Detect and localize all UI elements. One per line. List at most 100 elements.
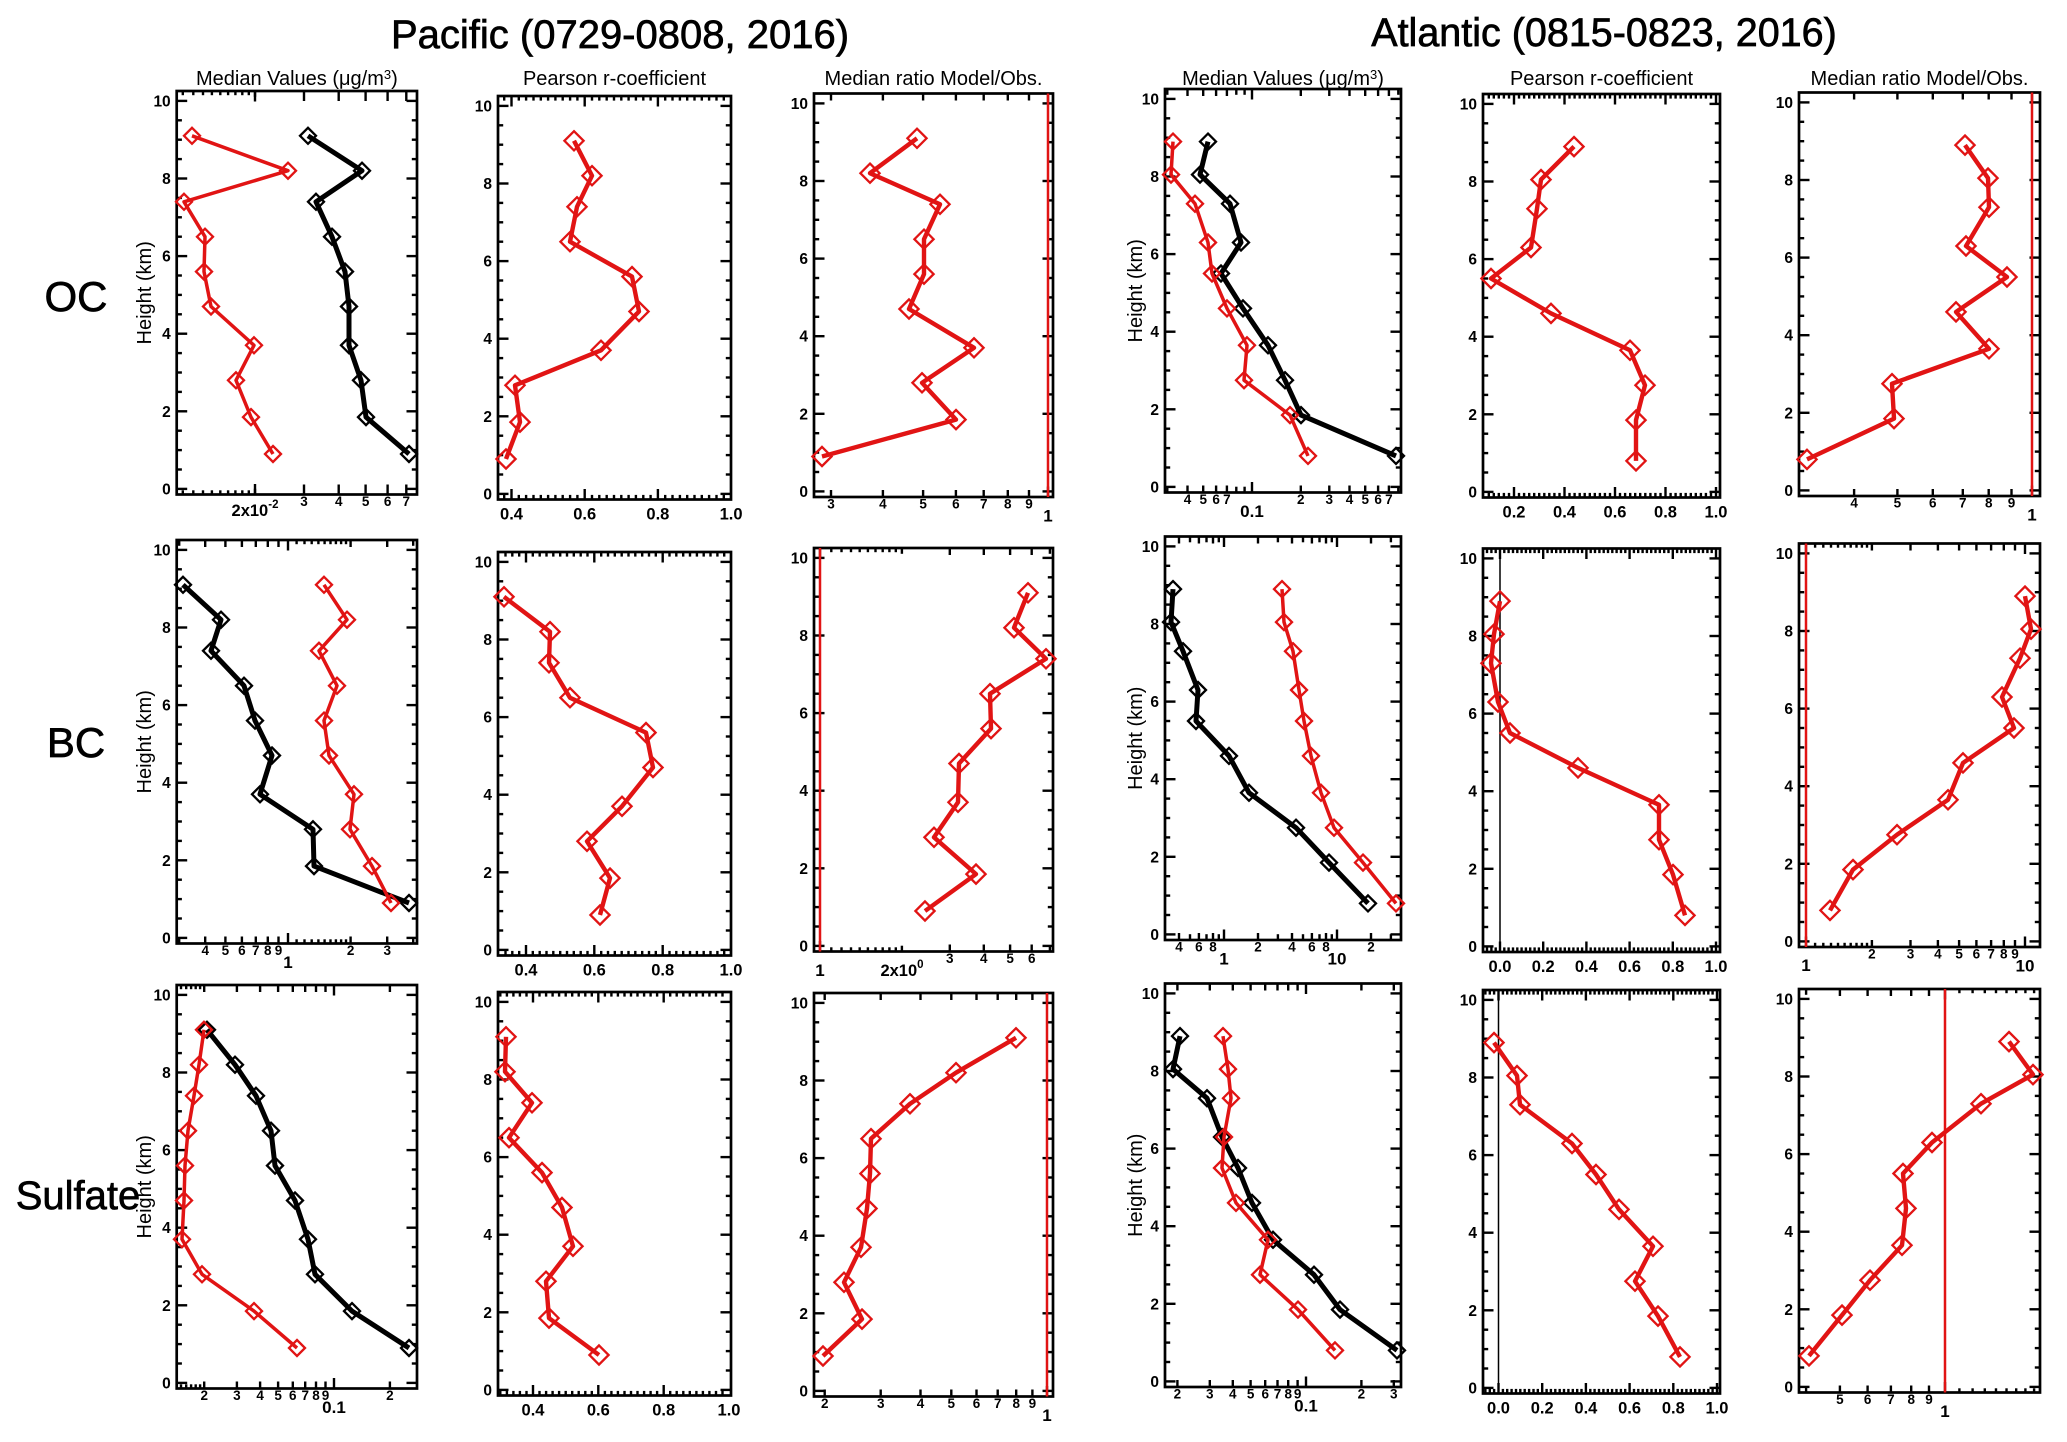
svg-text:6: 6 [799, 1151, 808, 1168]
svg-text:2: 2 [1468, 1303, 1477, 1320]
svg-text:9: 9 [1294, 1387, 1302, 1402]
svg-text:3: 3 [233, 1388, 241, 1403]
svg-text:0.1: 0.1 [1294, 1397, 1318, 1416]
svg-text:5: 5 [1199, 492, 1207, 507]
svg-text:6: 6 [1308, 940, 1316, 955]
svg-text:4: 4 [483, 1227, 492, 1244]
svg-text:6: 6 [1150, 1141, 1159, 1158]
svg-text:5: 5 [1361, 492, 1369, 507]
svg-text:Atlantic (0815-0823, 2016): Atlantic (0815-0823, 2016) [1371, 11, 1837, 55]
svg-text:8: 8 [1322, 940, 1330, 955]
svg-text:3: 3 [877, 1396, 885, 1411]
svg-text:7: 7 [1274, 1387, 1282, 1402]
svg-text:6: 6 [1468, 1148, 1477, 1165]
svg-text:8: 8 [483, 176, 492, 193]
svg-text:6: 6 [483, 1150, 492, 1167]
svg-text:4: 4 [1288, 940, 1296, 955]
svg-text:6: 6 [1864, 1392, 1872, 1407]
svg-text:6: 6 [1929, 496, 1937, 511]
svg-text:9: 9 [2008, 496, 2016, 511]
svg-text:4: 4 [879, 497, 887, 512]
svg-text:0.4: 0.4 [515, 962, 539, 980]
svg-text:8: 8 [162, 171, 171, 188]
svg-text:6: 6 [1261, 1387, 1269, 1402]
svg-text:4: 4 [201, 943, 209, 958]
svg-text:Height (km): Height (km) [134, 1135, 156, 1238]
svg-text:10: 10 [1776, 991, 1793, 1008]
svg-text:1.0: 1.0 [720, 506, 743, 524]
svg-text:6: 6 [1973, 947, 1981, 962]
svg-text:1.0: 1.0 [1705, 958, 1728, 976]
svg-text:2: 2 [1297, 492, 1305, 507]
svg-text:8: 8 [1985, 496, 1993, 511]
svg-text:2: 2 [200, 1388, 208, 1403]
svg-text:10: 10 [475, 994, 492, 1011]
svg-text:8: 8 [162, 620, 171, 637]
svg-text:10: 10 [1142, 539, 1159, 556]
svg-text:6: 6 [1150, 247, 1159, 264]
svg-text:8: 8 [1150, 1064, 1159, 1081]
svg-text:1.0: 1.0 [718, 1402, 741, 1420]
svg-text:2: 2 [1150, 1296, 1159, 1313]
svg-text:6: 6 [162, 698, 171, 715]
svg-text:8: 8 [483, 632, 492, 649]
svg-text:6: 6 [1468, 252, 1477, 269]
svg-text:2x10-2: 2x10-2 [232, 499, 279, 520]
svg-text:2: 2 [1150, 849, 1159, 866]
svg-text:6: 6 [973, 1396, 981, 1411]
svg-text:4: 4 [483, 787, 492, 804]
svg-text:3: 3 [300, 494, 308, 509]
svg-text:10: 10 [791, 96, 808, 113]
svg-text:2: 2 [1868, 947, 1876, 962]
svg-text:10: 10 [791, 550, 808, 567]
svg-text:Pearson r-coefficient: Pearson r-coefficient [523, 68, 707, 90]
svg-text:4: 4 [162, 1220, 171, 1237]
svg-text:7: 7 [403, 494, 411, 509]
svg-text:8: 8 [162, 1065, 171, 1082]
svg-text:10: 10 [1460, 992, 1477, 1009]
svg-text:4: 4 [799, 329, 808, 346]
svg-text:0.8: 0.8 [646, 506, 669, 524]
svg-text:0.4: 0.4 [500, 506, 524, 524]
svg-text:4: 4 [1346, 492, 1354, 507]
svg-text:0.2: 0.2 [1531, 1400, 1554, 1418]
svg-text:0: 0 [1784, 934, 1793, 951]
svg-text:0: 0 [483, 1382, 492, 1399]
svg-text:Height (km): Height (km) [1125, 239, 1147, 342]
svg-text:4: 4 [1150, 772, 1159, 789]
svg-text:5: 5 [362, 494, 370, 509]
svg-text:1: 1 [2027, 506, 2036, 525]
svg-text:6: 6 [799, 251, 808, 268]
svg-text:4: 4 [1850, 496, 1858, 511]
svg-text:2: 2 [1468, 861, 1477, 878]
svg-text:0.2: 0.2 [1503, 504, 1526, 522]
svg-text:Median ratio Model/Obs.: Median ratio Model/Obs. [1811, 68, 2029, 90]
svg-text:8: 8 [1468, 174, 1477, 191]
svg-text:4: 4 [1150, 324, 1159, 341]
svg-text:Median Values (μg/m3): Median Values (μg/m3) [196, 67, 398, 90]
svg-text:4: 4 [799, 783, 808, 800]
svg-text:0: 0 [1150, 479, 1159, 496]
svg-text:Height (km): Height (km) [134, 690, 156, 793]
svg-text:2: 2 [162, 853, 171, 870]
svg-text:8: 8 [1150, 617, 1159, 634]
svg-text:4: 4 [1150, 1219, 1159, 1236]
svg-text:8: 8 [264, 943, 272, 958]
svg-text:6: 6 [1374, 492, 1382, 507]
svg-text:2: 2 [799, 406, 808, 423]
svg-text:2: 2 [1254, 940, 1262, 955]
svg-text:5: 5 [1247, 1387, 1255, 1402]
svg-text:0.8: 0.8 [1654, 504, 1677, 522]
svg-text:1: 1 [1801, 956, 1810, 975]
svg-text:0: 0 [799, 1383, 808, 1400]
svg-text:0.1: 0.1 [1240, 502, 1264, 521]
svg-text:0.4: 0.4 [522, 1402, 546, 1420]
svg-text:6: 6 [162, 249, 171, 266]
svg-text:4: 4 [483, 331, 492, 348]
svg-text:3: 3 [827, 497, 835, 512]
svg-text:4: 4 [162, 326, 171, 343]
svg-text:0.1: 0.1 [322, 1398, 346, 1417]
svg-text:Height (km): Height (km) [1125, 1134, 1147, 1237]
svg-text:10: 10 [1776, 546, 1793, 563]
svg-text:8: 8 [1468, 1070, 1477, 1087]
